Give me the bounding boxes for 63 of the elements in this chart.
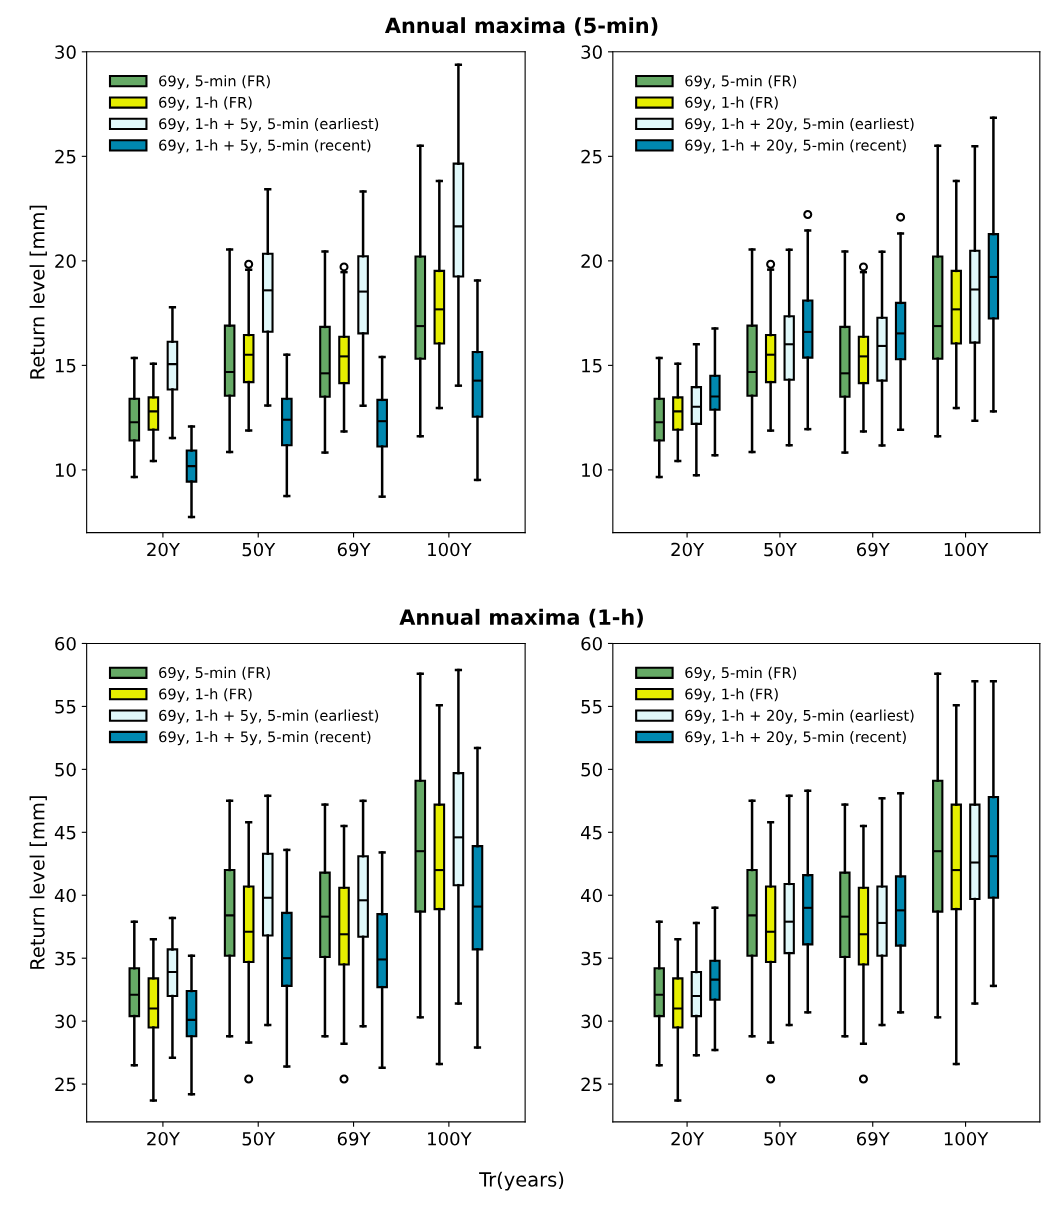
legend-label: 69y, 1-h + 5y, 5-min (recent) (159, 731, 371, 746)
y-tick-label: 55 (55, 700, 76, 714)
x-tick-label: 100Y (428, 1131, 472, 1146)
legend-label: 69y, 5-min (FR) (685, 666, 797, 681)
y-tick-label: 60 (55, 636, 76, 651)
legend-label: 69y, 1-h (FR) (685, 96, 778, 111)
y-tick-label: 30 (581, 45, 602, 59)
legend-label: 69y, 5-min (FR) (159, 75, 270, 90)
x-tick-label: 100Y (428, 542, 472, 557)
x-tick-label: 69Y (857, 542, 890, 557)
x-tick-label: 50Y (242, 542, 276, 557)
x-tick-label: 20Y (671, 542, 705, 557)
chart-title: Annual maxima (1-h) (399, 608, 643, 628)
y-tick-label: 35 (55, 951, 76, 966)
y-tick-label: 25 (581, 149, 602, 164)
legend-label: 69y, 1-h (FR) (685, 688, 778, 703)
x-tick-label: 50Y (764, 1131, 797, 1146)
legend-label: 69y, 1-h + 5y, 5-min (earliest) (159, 117, 379, 133)
y-tick-label: 55 (581, 700, 602, 714)
y-tick-label: 50 (581, 762, 602, 777)
y-tick-label: 15 (55, 359, 76, 373)
x-tick-label: 50Y (764, 542, 797, 557)
x-tick-label: 69Y (857, 1131, 890, 1146)
y-tick-label: 40 (581, 888, 602, 903)
y-tick-label: 30 (55, 45, 76, 59)
x-tick-label: 100Y (944, 1131, 989, 1146)
y-tick-label: 35 (581, 951, 602, 966)
x-tick-label: 20Y (147, 542, 180, 557)
legend-label: 69y, 1-h + 20y, 5-min (earliest) (685, 709, 914, 724)
y-tick-label: 60 (581, 636, 602, 651)
chart-title: Annual maxima (5-min) (384, 17, 658, 36)
y-tick-label: 10 (582, 463, 602, 478)
x-tick-label: 20Y (671, 1131, 705, 1146)
legend-label: 69y, 1-h + 20y, 5-min (recent) (685, 139, 906, 154)
legend-label: 69y, 5-min (FR) (685, 75, 797, 90)
x-tick-label: 69Y (337, 1131, 371, 1146)
y-tick-label: 30 (581, 1014, 602, 1029)
y-tick-label: 40 (54, 888, 76, 903)
y-tick-label: 25 (55, 1077, 76, 1092)
legend-label: 69y, 5-min (FR) (159, 666, 270, 681)
legend-label: 69y, 1-h + 5y, 5-min (earliest) (159, 709, 379, 724)
legend-label: 69y, 1-h + 20y, 5-min (earliest) (685, 117, 914, 133)
y-axis-title: Return level [mm] (29, 796, 47, 969)
y-tick-label: 10 (55, 463, 76, 478)
x-tick-label: 100Y (944, 542, 989, 557)
x-axis-title: Tr(years) (479, 1171, 564, 1191)
y-tick-label: 25 (55, 149, 76, 164)
y-tick-label: 20 (55, 254, 76, 268)
y-tick-label: 25 (581, 1077, 602, 1092)
y-tick-label: 45 (54, 826, 76, 840)
y-axis-title: Return level [mm] (29, 205, 47, 379)
legend-label: 69y, 1-h (FR) (159, 688, 252, 703)
y-tick-label: 15 (582, 359, 602, 373)
y-tick-label: 30 (55, 1014, 76, 1029)
x-tick-label: 69Y (337, 542, 371, 557)
x-tick-label: 20Y (147, 1131, 180, 1146)
x-tick-label: 50Y (242, 1131, 276, 1146)
legend-label: 69y, 1-h + 20y, 5-min (recent) (685, 731, 906, 746)
legend-label: 69y, 1-h (FR) (159, 96, 252, 111)
y-tick-label: 20 (581, 254, 602, 268)
y-tick-label: 45 (581, 826, 602, 840)
legend-label: 69y, 1-h + 5y, 5-min (recent) (159, 139, 371, 154)
y-tick-label: 50 (55, 762, 76, 777)
